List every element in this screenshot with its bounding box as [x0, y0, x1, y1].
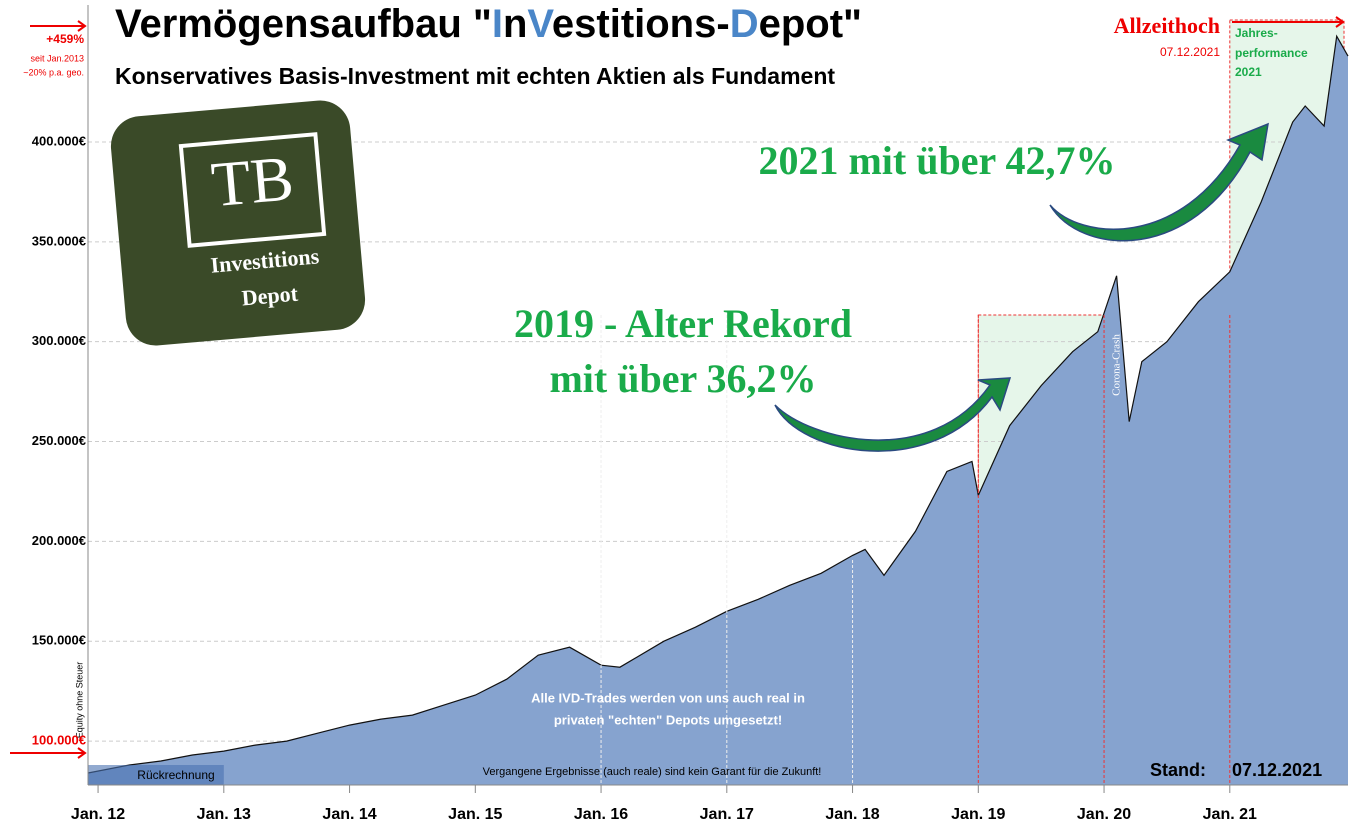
logo-box: [110, 100, 366, 346]
title-part: estitions-: [552, 2, 730, 46]
annotation: 2021 mit über 42,7%: [758, 138, 1115, 183]
x-tick-label: Jan. 15: [448, 806, 502, 823]
y-tick-label: 350.000€: [32, 233, 86, 248]
x-tick-label: Jan. 12: [71, 806, 125, 823]
annotation: 07.12.2021: [1160, 45, 1220, 59]
annotation: Rückrechnung: [137, 768, 214, 782]
title-part: n: [503, 2, 527, 46]
logo: TB Investitions Depot: [110, 100, 366, 346]
annotation: Corona-Crash: [1111, 334, 1123, 396]
annotation: 2019 - Alter Rekord: [514, 301, 852, 346]
x-tick-label: Jan. 16: [574, 806, 628, 823]
title-part: Vermögensaufbau ": [115, 2, 492, 46]
annotation: performance: [1235, 46, 1308, 60]
annotation: +459%: [46, 32, 84, 46]
annotation: Stand:: [1150, 760, 1206, 780]
annotation: ~20% p.a. geo.: [23, 67, 84, 77]
area: [88, 36, 1348, 785]
arrow: [774, 377, 1012, 452]
x-tick-label: Jan. 20: [1077, 806, 1131, 823]
annotation: seit Jan.2013: [30, 53, 84, 63]
title-part: epot": [759, 2, 862, 46]
annotation: Vergangene Ergebnisse (auch reale) sind …: [483, 766, 822, 778]
annotation: privaten "echten" Depots umgesetzt!: [554, 712, 782, 727]
arrow: [10, 16, 1345, 759]
arrow: [1049, 122, 1269, 242]
backcalc-region: [88, 765, 224, 785]
annotation: Allzeithoch: [1114, 13, 1220, 38]
annotation: 07.12.2021: [1232, 760, 1322, 780]
y-tick-label: 150.000€: [32, 633, 86, 648]
x-tick-label: Jan. 21: [1203, 806, 1257, 823]
plot: [87, 34, 1349, 785]
logo-text: Depot: [241, 281, 300, 311]
logo-frame: [178, 132, 327, 248]
y-tick-label: 400.000€: [32, 133, 86, 148]
x-tick-label: Jan. 18: [825, 806, 879, 823]
annotation: Alle IVD-Trades werden von uns auch real…: [531, 690, 805, 705]
y-tick-label: 300.000€: [32, 333, 86, 348]
chart-title: Vermögensaufbau "InVestitions-Depot": [115, 2, 862, 46]
annotation: mit über 36,2%: [549, 356, 816, 401]
y-tick-label: 100.000€: [32, 733, 86, 748]
annotation: 2021: [1235, 65, 1262, 79]
x-tick-label: Jan. 13: [197, 806, 251, 823]
y-tick-label: 200.000€: [32, 533, 86, 548]
y-tick-label: 250.000€: [32, 433, 86, 448]
title-part: I: [492, 2, 503, 46]
line: [87, 34, 1349, 774]
logo-text: TB: [209, 142, 297, 220]
annotation: Jahres-: [1235, 26, 1278, 40]
title-part: V: [527, 2, 554, 46]
x-tick-label: Jan. 19: [951, 806, 1005, 823]
x-tick-label: Jan. 14: [322, 806, 376, 823]
x-tick-label: Jan. 17: [700, 806, 754, 823]
subtitle: Konservatives Basis-Investment mit echte…: [115, 63, 835, 89]
title-part: D: [730, 2, 759, 46]
y-axis-label: Equity ohne Steuer: [74, 662, 84, 739]
